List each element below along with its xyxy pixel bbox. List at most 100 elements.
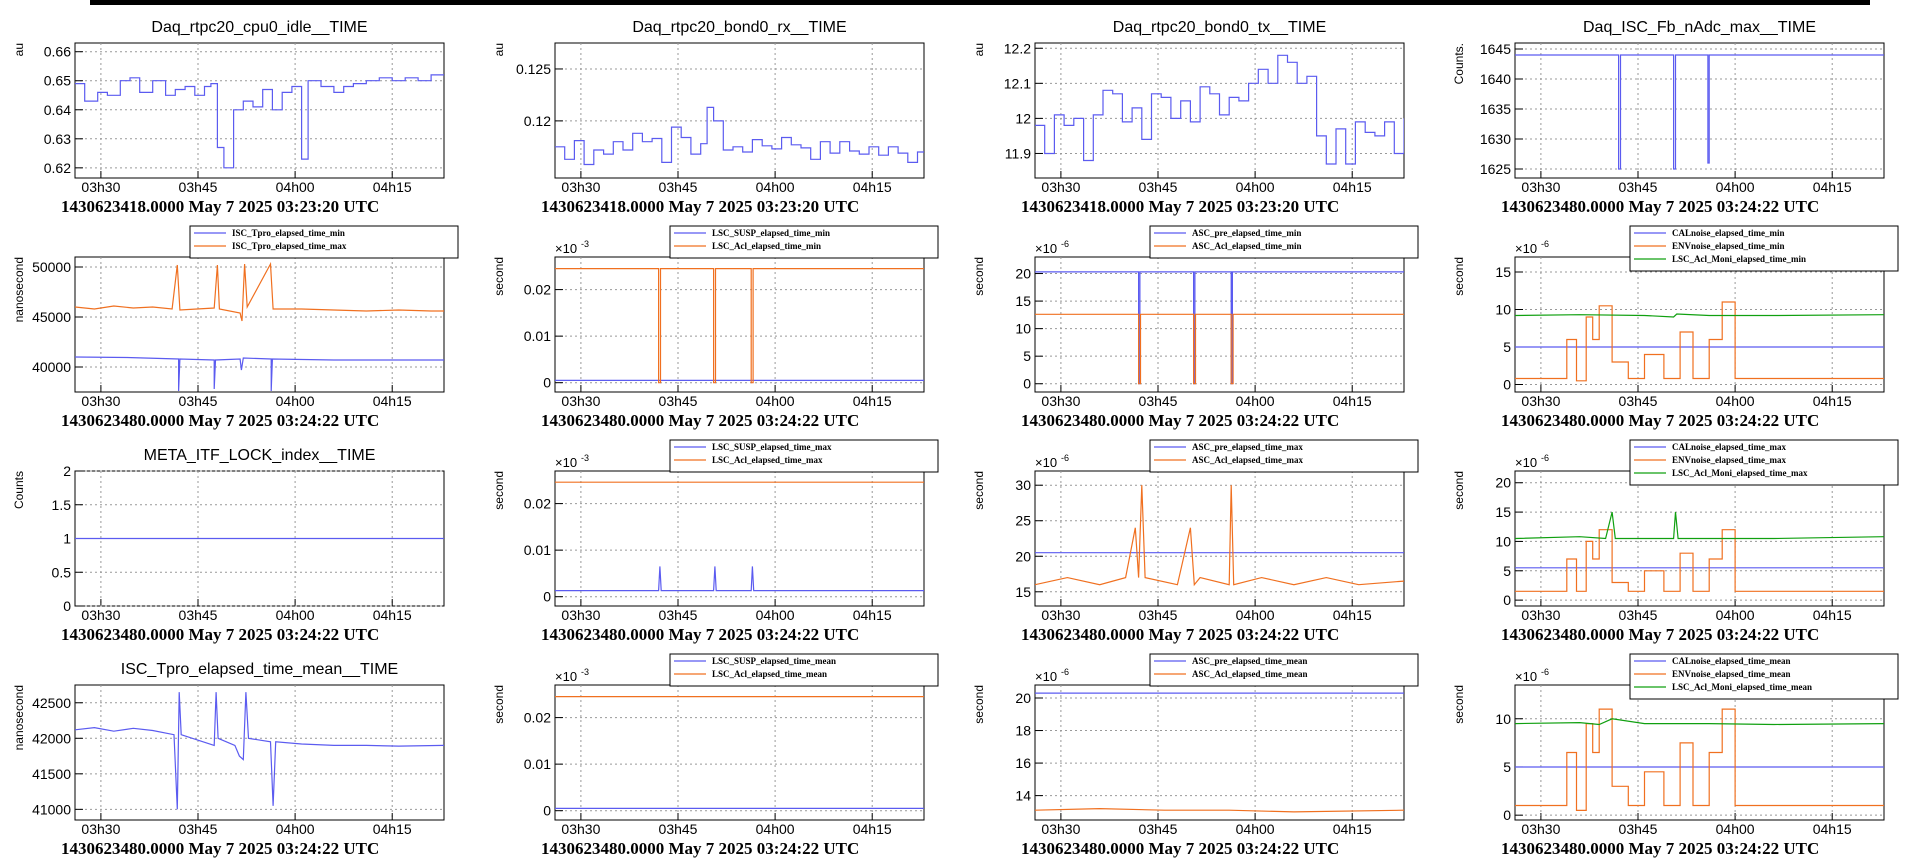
y-axis-label: au (12, 43, 26, 56)
y-tick-label: 1630 (1480, 131, 1511, 147)
x-tick-label: 03h45 (659, 393, 698, 409)
x-tick-label: 04h15 (853, 607, 892, 623)
axis-multiplier-exponent: -6 (1541, 453, 1549, 463)
y-tick-label: 20 (1015, 690, 1031, 706)
axis-multiplier-exponent: -3 (581, 453, 589, 463)
x-tick-label: 03h45 (179, 179, 218, 195)
y-tick-label: 20 (1495, 475, 1511, 491)
timestamp-footer: 1430623480.0000 May 7 2025 03:24:22 UTC (541, 839, 859, 858)
x-tick-label: 04h15 (373, 607, 412, 623)
axis-multiplier: ×10 (1515, 455, 1537, 470)
plot-frame (554, 470, 925, 607)
y-tick-label: 0.63 (44, 131, 71, 147)
legend-box (669, 653, 939, 687)
series-line-ASC_Acl_elapsed_time_min (1035, 313, 1404, 385)
y-tick-label: 5 (1503, 339, 1511, 355)
axis-multiplier-exponent: -6 (1541, 667, 1549, 677)
x-tick-label: 03h30 (561, 607, 600, 623)
y-tick-label: 41500 (32, 766, 71, 782)
x-tick-label: 04h15 (1813, 821, 1852, 837)
y-tick-label: 0.66 (44, 44, 71, 60)
chart-panel-2: Daq_rtpc20_bond0_rx__TIME 03h30 03h45 04h00… (480, 8, 956, 221)
y-tick-label: 0.01 (524, 542, 551, 558)
top-border-bar (90, 0, 1870, 5)
y-tick-label: 42000 (32, 730, 71, 746)
legend-entry: LSC_Acl_elapsed_time_mean (712, 669, 827, 679)
legend-box (1629, 225, 1899, 272)
x-tick-label: 03h30 (1521, 179, 1560, 195)
timestamp-footer: 1430623480.0000 May 7 2025 03:24:22 UTC (541, 411, 859, 430)
plot-frame (1034, 256, 1405, 393)
chart-svg: Daq_rtpc20_bond0_rx__TIME 03h30 03h45 04h00… (492, 19, 925, 216)
chart-svg: 03h30 03h45 04h00 04h15 0 0.01 0.02 second ×10 -3… (492, 653, 939, 858)
x-tick-label: 03h30 (81, 607, 120, 623)
plot-frame (1514, 256, 1885, 393)
legend-box (189, 225, 459, 259)
x-tick-label: 03h45 (1619, 607, 1658, 623)
chart-svg: Daq_ISC_Fb_nAdc_max__TIME 03h30 03h45 04h00… (1452, 19, 1885, 216)
chart-panel-7: 03h30 03h45 04h00 04h15 0 5 10 15 20 second ×10 -6 A… (960, 222, 1436, 435)
y-axis-label: Counts. (1452, 43, 1466, 84)
y-tick-label: 0 (1023, 376, 1031, 392)
y-tick-label: 14 (1015, 788, 1031, 804)
x-tick-label: 03h30 (1041, 821, 1080, 837)
axis-multiplier-exponent: -6 (1061, 453, 1069, 463)
x-tick-label: 04h15 (373, 393, 412, 409)
x-tick-label: 04h15 (373, 179, 412, 195)
y-tick-label: 0.12 (524, 113, 551, 129)
timestamp-footer: 1430623480.0000 May 7 2025 03:24:22 UTC (1501, 411, 1819, 430)
chart-panel-6: 03h30 03h45 04h00 04h15 0 0.01 0.02 second ×10 -3… (480, 222, 956, 435)
x-tick-label: 04h00 (1716, 607, 1755, 623)
y-tick-label: 0 (1503, 377, 1511, 393)
x-tick-label: 04h15 (1333, 179, 1372, 195)
legend-entry: ENVnoise_elapsed_time_min (1672, 241, 1785, 251)
y-axis-label: second (972, 257, 986, 296)
x-tick-label: 04h15 (1333, 393, 1372, 409)
x-tick-label: 04h00 (1236, 821, 1275, 837)
chart-panel-11: 03h30 03h45 04h00 04h15 15 20 25 30 second ×10 -6 A… (960, 436, 1436, 649)
legend-box (669, 225, 939, 259)
legend-entry: ASC_pre_elapsed_time_min (1192, 228, 1301, 238)
x-tick-label: 04h00 (1716, 821, 1755, 837)
y-tick-label: 15 (1495, 264, 1511, 280)
y-tick-label: 10 (1495, 711, 1511, 727)
axis-multiplier: ×10 (1035, 669, 1057, 684)
y-tick-label: 20 (1015, 548, 1031, 564)
y-axis-label: second (972, 685, 986, 724)
plot-frame (74, 256, 445, 393)
y-tick-label: 1.5 (52, 497, 72, 513)
plot-frame (74, 684, 445, 821)
y-axis-label: second (492, 471, 506, 510)
y-axis-label: nanosecond (12, 685, 26, 750)
x-tick-label: 04h00 (1236, 607, 1275, 623)
series-line-ENVnoise_elapsed_time_max (1515, 529, 1884, 592)
legend-box (669, 439, 939, 473)
chart-title: Daq_rtpc20_bond0_rx__TIME (632, 19, 846, 36)
x-tick-label: 03h30 (561, 179, 600, 195)
y-tick-label: 0.01 (524, 328, 551, 344)
x-tick-label: 03h30 (81, 393, 120, 409)
series-line-data (1035, 54, 1404, 165)
y-tick-label: 5 (1023, 348, 1031, 364)
series-line-ENVnoise_elapsed_time_mean (1515, 708, 1884, 811)
plot-frame (554, 42, 925, 179)
chart-panel-13: ISC_Tpro_elapsed_time_mean__TIME 03h30 03h… (0, 650, 476, 863)
axis-multiplier: ×10 (1515, 669, 1537, 684)
x-tick-label: 03h45 (659, 607, 698, 623)
y-tick-label: 12.1 (1004, 75, 1031, 91)
x-tick-label: 04h00 (276, 821, 315, 837)
x-tick-label: 03h45 (179, 607, 218, 623)
legend-entry: LSC_Acl_elapsed_time_min (712, 241, 821, 251)
plot-frame (74, 42, 445, 179)
chart-panel-8: 03h30 03h45 04h00 04h15 0 5 10 15 second ×10 -6 CAL… (1440, 222, 1906, 435)
series-line-LSC_Acl_elapsed_time_min (555, 268, 924, 384)
chart-svg: 03h30 03h45 04h00 04h15 0 5 10 15 second ×10 -6 CAL… (1452, 225, 1899, 430)
chart-panel-5: 03h30 03h45 04h00 04h15 40000 45000 50000 nanos… (0, 222, 476, 435)
series-line-ASC_Acl_elapsed_time_max (1035, 485, 1404, 587)
y-tick-label: 0.01 (524, 756, 551, 772)
series-line-LSC_SUSP_elapsed_time_max (555, 566, 924, 592)
x-tick-label: 03h30 (1521, 393, 1560, 409)
series-line-LSC_Acl_Moni_elapsed_time_mean (1515, 718, 1884, 726)
x-tick-label: 03h30 (1041, 393, 1080, 409)
chart-panel-4: Daq_ISC_Fb_nAdc_max__TIME 03h30 03h45 04h00… (1440, 8, 1906, 221)
